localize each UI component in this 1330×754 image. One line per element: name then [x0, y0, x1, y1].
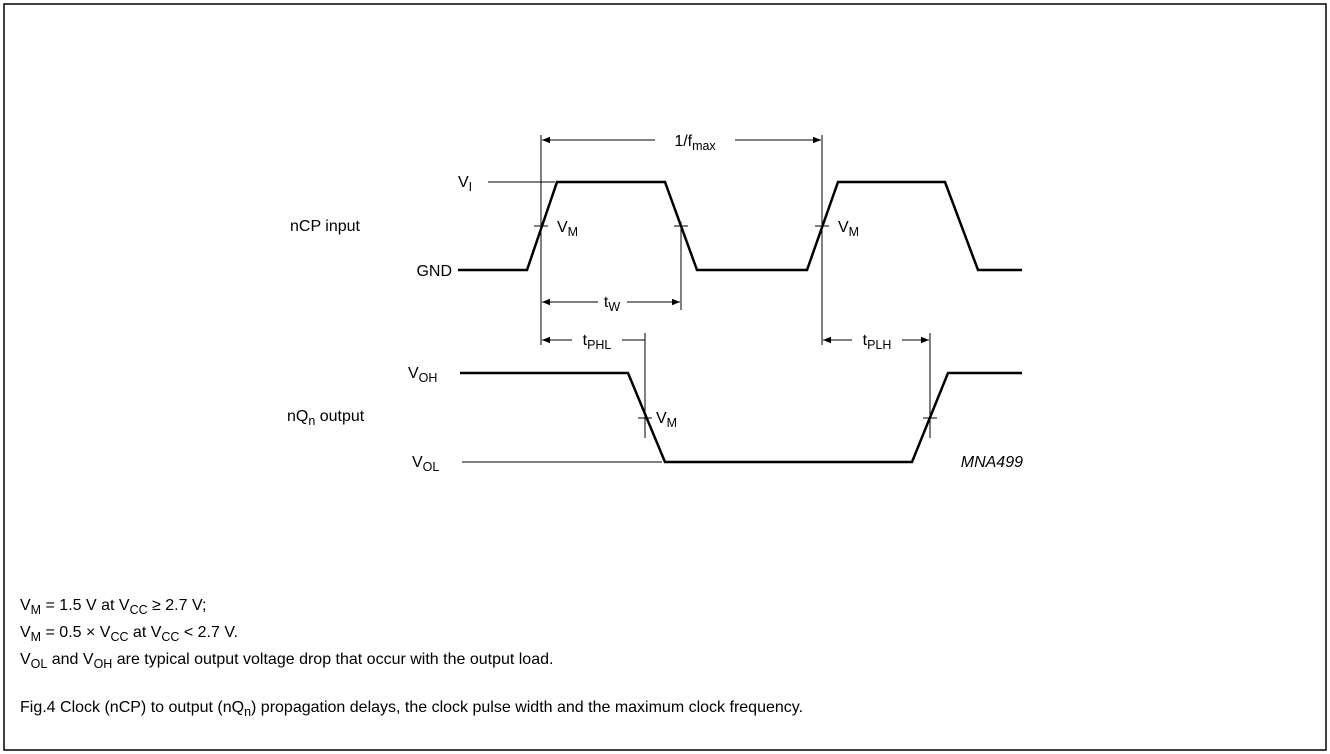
subscript: CC: [110, 630, 128, 644]
text-run: V: [458, 174, 469, 191]
subscript: OL: [31, 657, 48, 671]
subscript: M: [568, 225, 578, 239]
text-run: ) propagation delays, the clock pulse wi…: [251, 699, 803, 716]
subscript: M: [849, 225, 859, 239]
tplh-label: tPLH: [863, 332, 892, 352]
clock-input-label: nCP input: [290, 218, 361, 235]
subscript: M: [31, 603, 41, 617]
text-run: = 0.5 × V: [41, 624, 111, 641]
subscript: CC: [130, 603, 148, 617]
text-run: V: [412, 454, 423, 471]
text-run: V: [656, 410, 667, 427]
note: VM = 1.5 V at VCC ≥ 2.7 V;: [20, 597, 206, 617]
tw-label: tW: [604, 294, 620, 314]
subscript: n: [308, 414, 315, 428]
subscript: M: [31, 630, 41, 644]
subscript: I: [469, 180, 472, 194]
output-waveform: [460, 371, 1022, 464]
vm-label: VM: [656, 410, 677, 430]
period-label: 1/fmax: [674, 133, 716, 153]
figure-code: MNA499: [961, 454, 1023, 471]
subscript: PHL: [587, 338, 611, 352]
text-run: nQ: [287, 408, 308, 425]
text-run: V: [20, 651, 31, 668]
text-run: V: [20, 624, 31, 641]
text-run: V: [408, 365, 419, 382]
subscript: OL: [423, 460, 440, 474]
text-run: < 2.7 V.: [179, 624, 238, 641]
vm-label: VM: [838, 219, 859, 239]
tphl-label: tPHL: [583, 332, 612, 352]
subscript: OH: [94, 657, 113, 671]
subscript: OH: [419, 371, 438, 385]
output-label: nQn output: [287, 408, 365, 428]
text-run: V: [20, 597, 31, 614]
text-run: t: [583, 332, 588, 349]
text-run: and V: [47, 651, 94, 668]
text-run: output: [315, 408, 364, 425]
note: VM = 0.5 × VCC at VCC < 2.7 V.: [20, 624, 238, 644]
text-run: are typical output voltage drop that occ…: [112, 651, 553, 668]
text-run: t: [863, 332, 868, 349]
subscript: CC: [161, 630, 179, 644]
frame: [3, 3, 1327, 751]
voh-label: VOH: [408, 365, 437, 385]
subscript: M: [667, 416, 677, 430]
subscript: W: [608, 300, 620, 314]
gnd-label: GND: [416, 263, 452, 280]
text-run: at V: [128, 624, 161, 641]
subscript: PLH: [867, 338, 891, 352]
subscript: n: [244, 705, 251, 719]
note: VOL and VOH are typical output voltage d…: [20, 651, 553, 671]
text-run: V: [557, 219, 568, 236]
subscript: max: [692, 139, 716, 153]
text-run: Fig.4 Clock (nCP) to output (nQ: [20, 699, 244, 716]
text-run: ≥ 2.7 V;: [148, 597, 207, 614]
caption: Fig.4 Clock (nCP) to output (nQn) propag…: [20, 699, 803, 719]
text-run: = 1.5 V at V: [41, 597, 130, 614]
vol-label: VOL: [412, 454, 439, 474]
text-run: t: [604, 294, 609, 311]
vm-label: VM: [557, 219, 578, 239]
text-run: 1/f: [674, 133, 692, 150]
vi-label: VI: [458, 174, 472, 194]
text-run: V: [838, 219, 849, 236]
